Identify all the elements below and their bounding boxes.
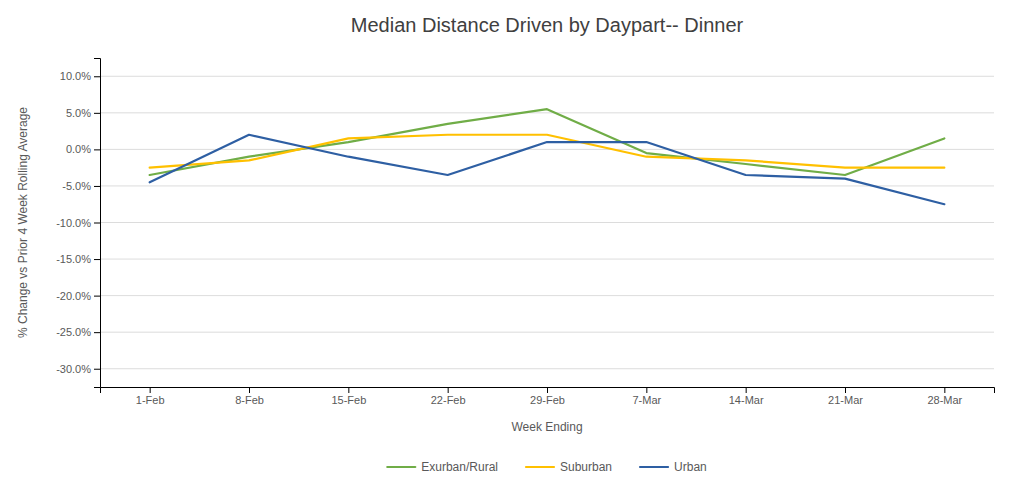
y-tick: 10.0% <box>60 70 100 82</box>
x-tick-label: 28-Mar <box>927 394 962 406</box>
legend-label: Suburban <box>560 460 612 474</box>
y-tick-label: -5.0% <box>62 180 91 192</box>
y-tick: -15.0% <box>56 253 100 265</box>
x-tick: 8-Feb <box>235 387 264 406</box>
y-tick-label: 10.0% <box>60 70 91 82</box>
x-tick-mark <box>845 387 846 393</box>
x-tick-label: 29-Feb <box>530 394 565 406</box>
x-tick-mark <box>547 387 548 393</box>
series-line <box>150 135 945 204</box>
x-tick: 28-Mar <box>927 387 962 406</box>
plot-area <box>150 109 945 204</box>
x-tick-mark <box>944 387 945 393</box>
y-tick-label: -30.0% <box>56 363 91 375</box>
x-tick: 15-Feb <box>331 387 366 406</box>
y-tick-mark <box>94 332 100 333</box>
grid <box>100 76 994 368</box>
x-tick: 29-Feb <box>530 387 565 406</box>
grid-line <box>100 112 994 113</box>
y-tick-label: -15.0% <box>56 253 91 265</box>
y-tick-mark <box>94 76 100 77</box>
legend-swatch <box>387 466 415 468</box>
x-axis-line <box>101 388 995 394</box>
x-tick: 7-Mar <box>632 387 661 406</box>
legend-swatch <box>526 466 554 468</box>
legend-swatch <box>640 466 668 468</box>
x-tick-label: 7-Mar <box>632 394 661 406</box>
grid-line <box>100 259 994 260</box>
x-tick-mark <box>746 387 747 393</box>
x-tick-mark <box>150 387 151 393</box>
x-tick: 21-Mar <box>828 387 863 406</box>
y-tick: -10.0% <box>56 217 100 229</box>
y-tick: -20.0% <box>56 290 100 302</box>
grid-line <box>100 149 994 150</box>
x-tick-label: 14-Mar <box>729 394 764 406</box>
x-axis: 1-Feb 8-Feb 15-Feb 22-Feb 29-Feb 7-Mar 14-Mar 2… <box>101 387 995 406</box>
x-tick-label: 22-Feb <box>431 394 466 406</box>
y-tick: 5.0% <box>66 107 100 119</box>
chart: 10.0% 5.0% 0.0% -5.0% -10.0% -15.0% -20.0% -25.… <box>0 0 1024 497</box>
y-tick: -30.0% <box>56 363 100 375</box>
grid-line <box>100 332 994 333</box>
grid-line <box>100 368 994 369</box>
x-tick-label: 15-Feb <box>331 394 366 406</box>
y-axis: 10.0% 5.0% 0.0% -5.0% -10.0% -15.0% -20.0% -25.… <box>56 59 100 388</box>
x-tick-mark <box>348 387 349 393</box>
y-tick-mark <box>94 113 100 114</box>
y-tick-label: 0.0% <box>66 143 91 155</box>
x-tick-mark <box>448 387 449 393</box>
legend-label: Exurban/Rural <box>421 460 498 474</box>
grid-line <box>100 185 994 186</box>
x-tick-mark <box>249 387 250 393</box>
y-axis-line <box>94 59 101 388</box>
legend-item: Urban <box>640 460 707 474</box>
y-tick-mark <box>94 369 100 370</box>
x-tick-mark <box>646 387 647 393</box>
x-tick-label: 8-Feb <box>235 394 264 406</box>
y-tick: -25.0% <box>56 326 100 338</box>
grid-line <box>100 76 994 77</box>
x-tick: 22-Feb <box>431 387 466 406</box>
grid-line <box>100 222 994 223</box>
y-tick: 0.0% <box>66 143 100 155</box>
y-tick: -5.0% <box>62 180 100 192</box>
y-tick-mark <box>94 149 100 150</box>
grid-line <box>100 295 994 296</box>
y-tick-mark <box>94 186 100 187</box>
x-tick-label: 21-Mar <box>828 394 863 406</box>
y-tick-mark <box>94 296 100 297</box>
y-tick-label: 5.0% <box>66 107 91 119</box>
y-tick-label: -25.0% <box>56 326 91 338</box>
y-axis-title: % Change vs Prior 4 Week Rolling Average <box>16 107 30 338</box>
y-tick-label: -10.0% <box>56 217 91 229</box>
legend-item: Exurban/Rural <box>387 460 498 474</box>
y-tick-label: -20.0% <box>56 290 91 302</box>
y-tick-mark <box>94 259 100 260</box>
x-axis-title: Week Ending <box>511 420 582 434</box>
legend-item: Suburban <box>526 460 612 474</box>
legend-label: Urban <box>674 460 707 474</box>
y-tick-mark <box>94 223 100 224</box>
title: Median Distance Driven by Daypart-- Dinn… <box>351 14 744 36</box>
x-tick: 1-Feb <box>136 387 165 406</box>
x-tick-label: 1-Feb <box>136 394 165 406</box>
legend: Exurban/Rural Suburban Urban <box>387 460 706 474</box>
x-tick: 14-Mar <box>729 387 764 406</box>
